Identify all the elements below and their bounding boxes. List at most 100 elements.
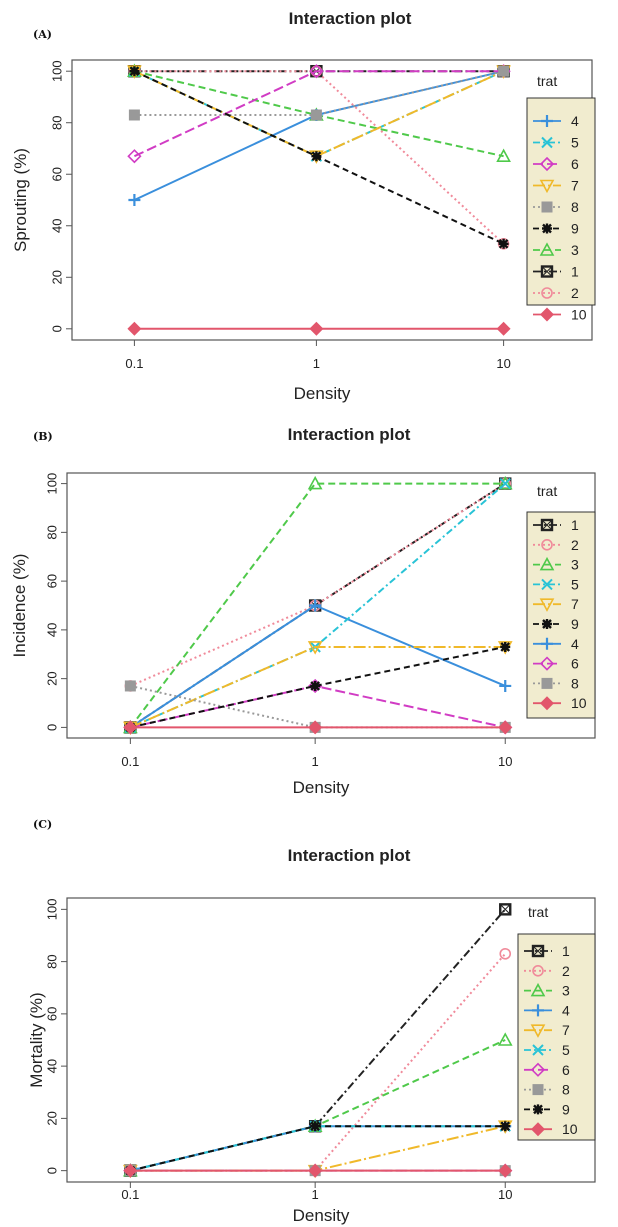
chart-panel-b: (B) Interaction plot 0 20 40 60 80 100 0.1 1 10 Den… xyxy=(10,425,596,797)
marker-diamond xyxy=(309,321,324,336)
marker-square xyxy=(498,65,510,77)
x-tick-label: 1 xyxy=(312,1187,319,1202)
x-tick-label: 1 xyxy=(313,356,320,371)
legend-marker xyxy=(532,1084,544,1096)
data-point-3 xyxy=(496,148,511,163)
data-point-8 xyxy=(128,109,140,121)
legend-marker xyxy=(539,156,555,172)
chart-title: Interaction plot xyxy=(288,846,411,865)
series-line-1 xyxy=(129,482,506,729)
data-point-8 xyxy=(310,109,322,121)
data-point-2 xyxy=(499,947,512,960)
data-point-9 xyxy=(500,1121,511,1132)
y-tick-label: 60 xyxy=(49,167,64,181)
legend-label: 1 xyxy=(571,517,579,533)
series-line-2 xyxy=(129,482,506,687)
y-tick-label: 60 xyxy=(44,574,59,588)
legend-label: 7 xyxy=(571,178,579,194)
legend-item-3: 3 xyxy=(533,242,579,258)
legend-marker xyxy=(532,1004,544,1017)
series-2 xyxy=(124,477,512,692)
legend-item-8: 8 xyxy=(533,199,579,215)
legend-item-4: 4 xyxy=(533,113,579,129)
legend-marker xyxy=(541,201,553,213)
data-point-9 xyxy=(498,238,509,249)
plot-area-frame xyxy=(71,59,593,341)
legend-item-10: 10 xyxy=(524,1121,578,1137)
series-line-4 xyxy=(133,70,504,201)
marker-diamond xyxy=(498,1163,513,1178)
series-line-9 xyxy=(130,645,506,729)
legend-marker xyxy=(539,656,555,671)
x-tick-label: 0.1 xyxy=(121,754,139,769)
marker-square xyxy=(499,903,512,916)
legend-marker xyxy=(532,964,544,977)
legend-item-1: 1 xyxy=(533,264,579,280)
legend-label: 6 xyxy=(571,156,579,172)
data-point-8 xyxy=(124,680,136,692)
series-4 xyxy=(128,65,510,206)
y-axis-label: Mortality (%) xyxy=(27,992,46,1087)
legend-title: trat xyxy=(528,904,548,920)
y-tick-label: 80 xyxy=(44,525,59,539)
series-line-8 xyxy=(130,684,506,729)
series-line-2 xyxy=(130,953,506,1172)
data-point-6 xyxy=(127,149,142,164)
legend-item-8: 8 xyxy=(533,675,579,691)
data-point-10 xyxy=(498,1163,513,1178)
legend-marker xyxy=(541,677,553,689)
y-tick-label: 100 xyxy=(44,473,59,495)
y-axis-label: Sprouting (%) xyxy=(11,148,30,252)
legend-marker xyxy=(530,1024,546,1038)
legend-label: 5 xyxy=(571,135,579,151)
legend-marker xyxy=(532,1044,544,1056)
marker-square xyxy=(128,109,140,121)
marker-diamond xyxy=(540,307,554,322)
marker-diamond xyxy=(127,321,142,336)
legend-marker xyxy=(531,1122,545,1137)
data-point-9 xyxy=(311,151,322,162)
legend-item-1: 1 xyxy=(533,517,579,533)
legend-marker xyxy=(541,115,553,127)
marker-cross xyxy=(532,945,544,957)
legend: trat 1 2 3 5 7 9 4 6 8 10 xyxy=(526,483,596,719)
chart-panel-c: (C) Interaction plot 0 20 40 60 80 100 0.1 1 10 Den… xyxy=(27,818,596,1225)
legend-item-2: 2 xyxy=(533,537,579,553)
marker-square xyxy=(310,109,322,121)
data-point-9 xyxy=(129,66,140,77)
legend-item-10: 10 xyxy=(533,695,587,711)
data-point-6 xyxy=(308,678,323,694)
data-point-10 xyxy=(309,321,324,336)
x-tick-label: 1 xyxy=(312,754,319,769)
legend-marker xyxy=(539,598,555,612)
legend-title: trat xyxy=(537,483,557,499)
legend-item-5: 5 xyxy=(533,135,579,151)
marker-diamond xyxy=(531,1122,545,1137)
legend-marker xyxy=(542,223,552,234)
legend-label: 10 xyxy=(571,307,587,323)
legend-label: 7 xyxy=(571,596,579,612)
legend-marker xyxy=(542,619,552,629)
legend-label: 6 xyxy=(562,1062,570,1078)
series-9 xyxy=(129,66,509,249)
series-line-3 xyxy=(129,482,506,729)
y-axis-label: Incidence (%) xyxy=(10,554,29,658)
legend-marker xyxy=(540,518,554,532)
legend-label: 5 xyxy=(571,576,579,592)
legend-item-7: 7 xyxy=(533,178,579,194)
series-9 xyxy=(125,641,511,733)
legend-label: 9 xyxy=(562,1101,570,1117)
data-point-10 xyxy=(496,321,511,336)
legend-label: 1 xyxy=(571,264,579,280)
data-point-7 xyxy=(307,641,323,655)
legend-item-6: 6 xyxy=(524,1062,570,1078)
legend-item-9: 9 xyxy=(533,221,579,237)
y-tick-label: 20 xyxy=(44,671,59,685)
chart-title: Interaction plot xyxy=(288,425,411,444)
legend-marker xyxy=(530,1062,546,1077)
legend-marker xyxy=(530,982,546,997)
marker-square xyxy=(540,265,554,278)
data-point-9 xyxy=(500,641,511,652)
legend-label: 3 xyxy=(571,242,579,258)
legend-item-3: 3 xyxy=(533,557,579,573)
